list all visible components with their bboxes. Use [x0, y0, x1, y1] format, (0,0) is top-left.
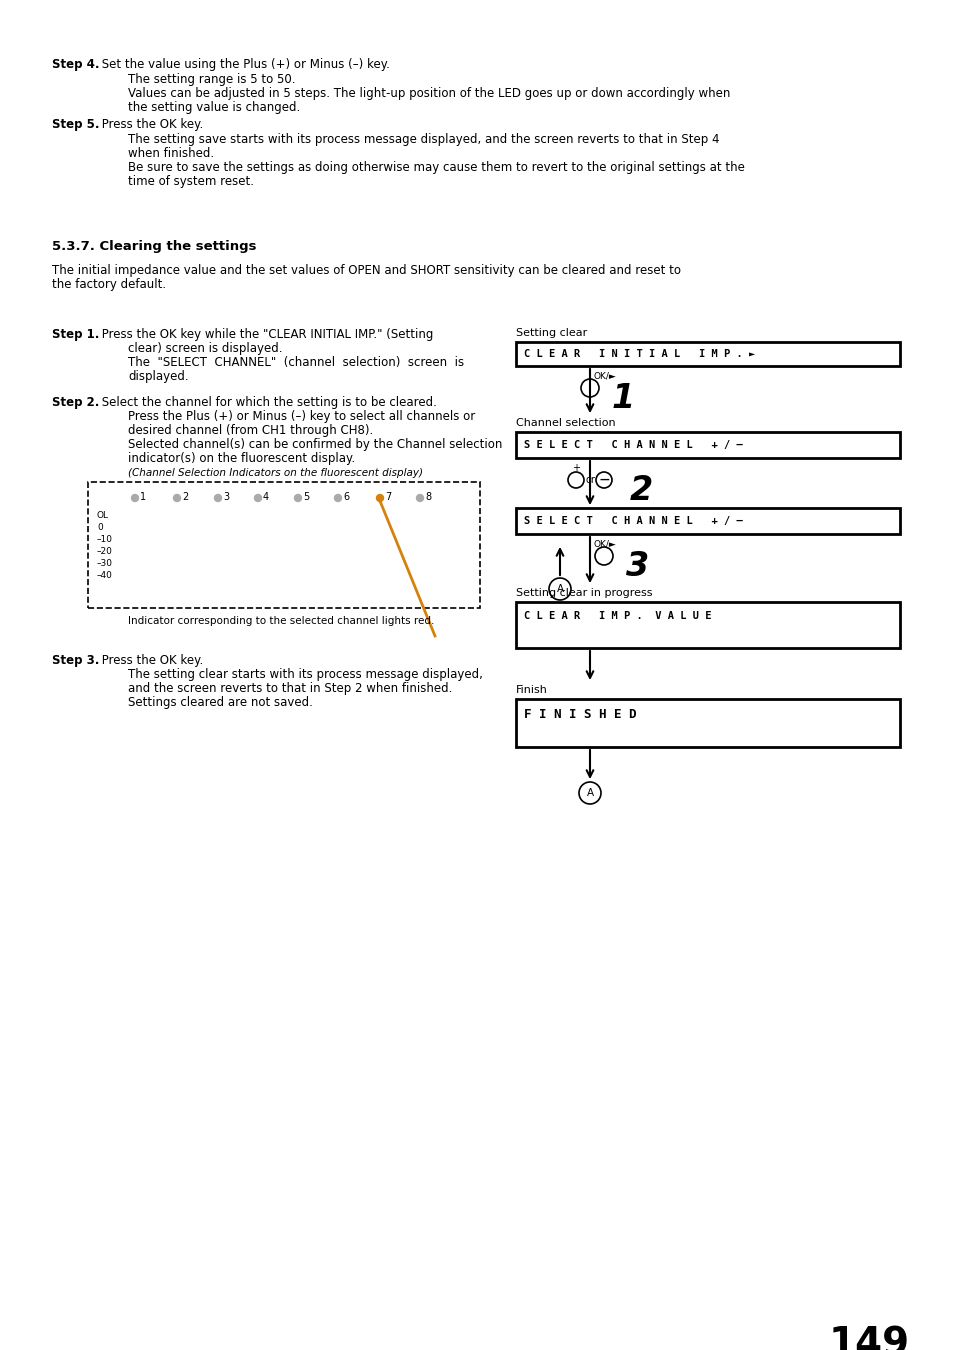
Text: 4: 4 [263, 491, 269, 502]
Text: the setting value is changed.: the setting value is changed. [128, 101, 300, 113]
Text: OL: OL [97, 510, 109, 520]
Text: +: + [572, 463, 579, 472]
Circle shape [173, 494, 180, 501]
Text: F I N I S H E D: F I N I S H E D [523, 709, 636, 721]
Text: 5.3.7. Clearing the settings: 5.3.7. Clearing the settings [52, 240, 256, 252]
Text: 6: 6 [343, 491, 349, 502]
Text: Press the Plus (+) or Minus (–) key to select all channels or: Press the Plus (+) or Minus (–) key to s… [128, 410, 475, 423]
Text: Setting clear: Setting clear [516, 328, 587, 338]
Text: The initial impedance value and the set values of OPEN and SHORT sensitivity can: The initial impedance value and the set … [52, 265, 680, 277]
Text: Be sure to save the settings as doing otherwise may cause them to revert to the : Be sure to save the settings as doing ot… [128, 161, 744, 174]
Text: indicator(s) on the fluorescent display.: indicator(s) on the fluorescent display. [128, 452, 355, 464]
Text: The  "SELECT  CHANNEL"  (channel  selection)  screen  is: The "SELECT CHANNEL" (channel selection)… [128, 356, 464, 369]
Text: 5: 5 [303, 491, 309, 502]
Bar [516, 432, 899, 458]
Text: and the screen reverts to that in Step 2 when finished.: and the screen reverts to that in Step 2… [128, 682, 452, 695]
Circle shape [132, 494, 138, 501]
Text: The setting save starts with its process message displayed, and the screen rever: The setting save starts with its process… [128, 134, 719, 146]
Text: 0: 0 [97, 522, 103, 532]
Bar [88, 482, 479, 608]
Circle shape [294, 494, 301, 501]
Text: 2: 2 [182, 491, 188, 502]
Text: Finish: Finish [516, 684, 547, 695]
Text: —: — [598, 475, 608, 485]
Circle shape [376, 494, 383, 501]
Text: A: A [556, 585, 563, 594]
Bar [516, 699, 899, 747]
Bar [516, 602, 899, 648]
Text: 1: 1 [140, 491, 146, 502]
Text: Channel selection: Channel selection [516, 418, 615, 428]
Text: displayed.: displayed. [128, 370, 189, 383]
Text: when finished.: when finished. [128, 147, 213, 161]
Text: Values can be adjusted in 5 steps. The light-up position of the LED goes up or d: Values can be adjusted in 5 steps. The l… [128, 86, 730, 100]
Text: OK/►: OK/► [594, 540, 616, 548]
Text: –20: –20 [97, 547, 112, 555]
Text: S E L E C T   C H A N N E L   + / –: S E L E C T C H A N N E L + / – [523, 440, 742, 450]
Text: Selected channel(s) can be confirmed by the Channel selection: Selected channel(s) can be confirmed by … [128, 437, 502, 451]
Text: Press the OK key while the "CLEAR INITIAL IMP." (Setting: Press the OK key while the "CLEAR INITIA… [98, 328, 433, 342]
Circle shape [214, 494, 221, 501]
Circle shape [416, 494, 423, 501]
Bar [516, 342, 899, 366]
Text: Set the value using the Plus (+) or Minus (–) key.: Set the value using the Plus (+) or Minu… [98, 58, 390, 72]
Text: Press the OK key.: Press the OK key. [98, 653, 203, 667]
Text: 7: 7 [385, 491, 391, 502]
Circle shape [254, 494, 261, 501]
Text: –40: –40 [97, 571, 112, 579]
Text: or: or [584, 475, 595, 485]
Text: time of system reset.: time of system reset. [128, 176, 253, 188]
Bar [516, 508, 899, 535]
Text: C L E A R   I M P .  V A L U E: C L E A R I M P . V A L U E [523, 612, 711, 621]
Text: Select the channel for which the setting is to be cleared.: Select the channel for which the setting… [98, 396, 436, 409]
Text: Step 1.: Step 1. [52, 328, 99, 342]
Text: The setting range is 5 to 50.: The setting range is 5 to 50. [128, 73, 295, 86]
Text: OK/►: OK/► [594, 371, 616, 381]
Text: S E L E C T   C H A N N E L   + / –: S E L E C T C H A N N E L + / – [523, 516, 742, 526]
Text: Press the OK key.: Press the OK key. [98, 117, 203, 131]
Text: Setting clear in progress: Setting clear in progress [516, 589, 652, 598]
Text: 1: 1 [612, 382, 635, 414]
Text: Step 5.: Step 5. [52, 117, 99, 131]
Text: 2: 2 [629, 474, 653, 508]
Text: –30: –30 [97, 559, 112, 567]
Text: Step 4.: Step 4. [52, 58, 99, 72]
Text: the factory default.: the factory default. [52, 278, 166, 292]
Text: (Channel Selection Indicators on the fluorescent display): (Channel Selection Indicators on the flu… [128, 468, 422, 478]
Text: A: A [586, 788, 593, 798]
Text: –10: –10 [97, 535, 112, 544]
Text: Indicator corresponding to the selected channel lights red.: Indicator corresponding to the selected … [128, 616, 434, 626]
Text: 8: 8 [424, 491, 431, 502]
Text: Step 2.: Step 2. [52, 396, 99, 409]
Text: Settings cleared are not saved.: Settings cleared are not saved. [128, 697, 313, 709]
Text: 3: 3 [223, 491, 229, 502]
Text: Step 3.: Step 3. [52, 653, 99, 667]
Text: clear) screen is displayed.: clear) screen is displayed. [128, 342, 282, 355]
Text: 149: 149 [828, 1324, 909, 1350]
Text: desired channel (from CH1 through CH8).: desired channel (from CH1 through CH8). [128, 424, 373, 437]
Circle shape [335, 494, 341, 501]
Text: The setting clear starts with its process message displayed,: The setting clear starts with its proces… [128, 668, 482, 680]
Text: C L E A R   I N I T I A L   I M P . ►: C L E A R I N I T I A L I M P . ► [523, 350, 755, 359]
Text: 3: 3 [625, 549, 649, 583]
